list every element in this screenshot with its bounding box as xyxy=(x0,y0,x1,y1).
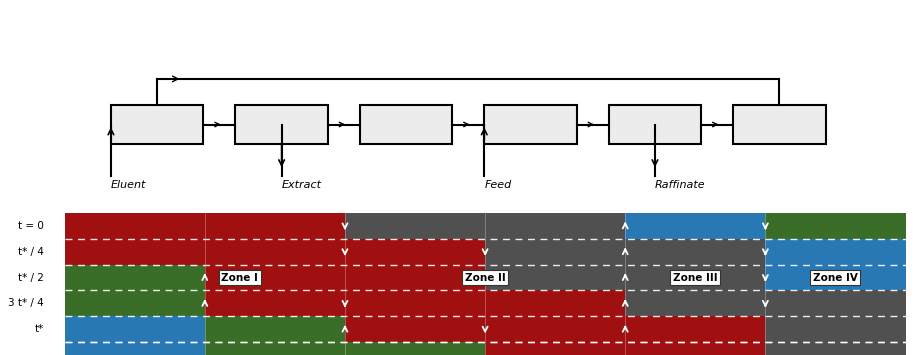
Bar xyxy=(485,316,626,342)
Text: Zone IV: Zone IV xyxy=(813,273,857,283)
Bar xyxy=(485,342,626,355)
Bar xyxy=(65,342,205,355)
Bar xyxy=(733,105,826,144)
Bar xyxy=(345,239,485,264)
Text: t = 0: t = 0 xyxy=(18,221,43,231)
Bar xyxy=(765,290,906,316)
Bar xyxy=(65,316,205,342)
Bar xyxy=(765,239,906,264)
Bar xyxy=(65,213,205,239)
Bar xyxy=(485,290,626,316)
Text: Eluent: Eluent xyxy=(111,180,146,190)
Bar xyxy=(65,239,205,264)
Bar xyxy=(609,105,701,144)
Bar xyxy=(485,264,626,290)
Bar xyxy=(205,213,345,239)
Bar xyxy=(359,105,453,144)
Bar xyxy=(205,290,345,316)
Bar xyxy=(205,342,345,355)
Bar xyxy=(626,264,765,290)
Bar xyxy=(345,316,485,342)
Bar xyxy=(236,105,328,144)
Bar xyxy=(485,239,626,264)
Text: Zone II: Zone II xyxy=(465,273,505,283)
Bar xyxy=(626,316,765,342)
Text: t* / 2: t* / 2 xyxy=(18,273,43,283)
Bar xyxy=(485,213,626,239)
Text: t*: t* xyxy=(34,324,43,334)
Bar xyxy=(484,105,577,144)
Bar xyxy=(765,316,906,342)
Text: Feed: Feed xyxy=(484,180,512,190)
Bar xyxy=(765,264,906,290)
Bar xyxy=(111,105,203,144)
Bar xyxy=(205,239,345,264)
Text: t* / 4: t* / 4 xyxy=(18,247,43,257)
Text: Zone III: Zone III xyxy=(673,273,718,283)
Bar xyxy=(626,239,765,264)
Bar xyxy=(765,213,906,239)
Bar xyxy=(626,290,765,316)
Text: Raffinate: Raffinate xyxy=(655,180,706,190)
Bar xyxy=(626,342,765,355)
Bar xyxy=(345,264,485,290)
Bar xyxy=(65,290,205,316)
Bar xyxy=(345,342,485,355)
Bar xyxy=(205,316,345,342)
Bar xyxy=(205,264,345,290)
Bar xyxy=(345,290,485,316)
Bar xyxy=(65,264,205,290)
Text: Extract: Extract xyxy=(282,180,322,190)
Text: 3 t* / 4: 3 t* / 4 xyxy=(8,298,43,308)
Bar xyxy=(765,342,906,355)
Bar xyxy=(345,213,485,239)
Text: Zone I: Zone I xyxy=(222,273,259,283)
Bar xyxy=(626,213,765,239)
